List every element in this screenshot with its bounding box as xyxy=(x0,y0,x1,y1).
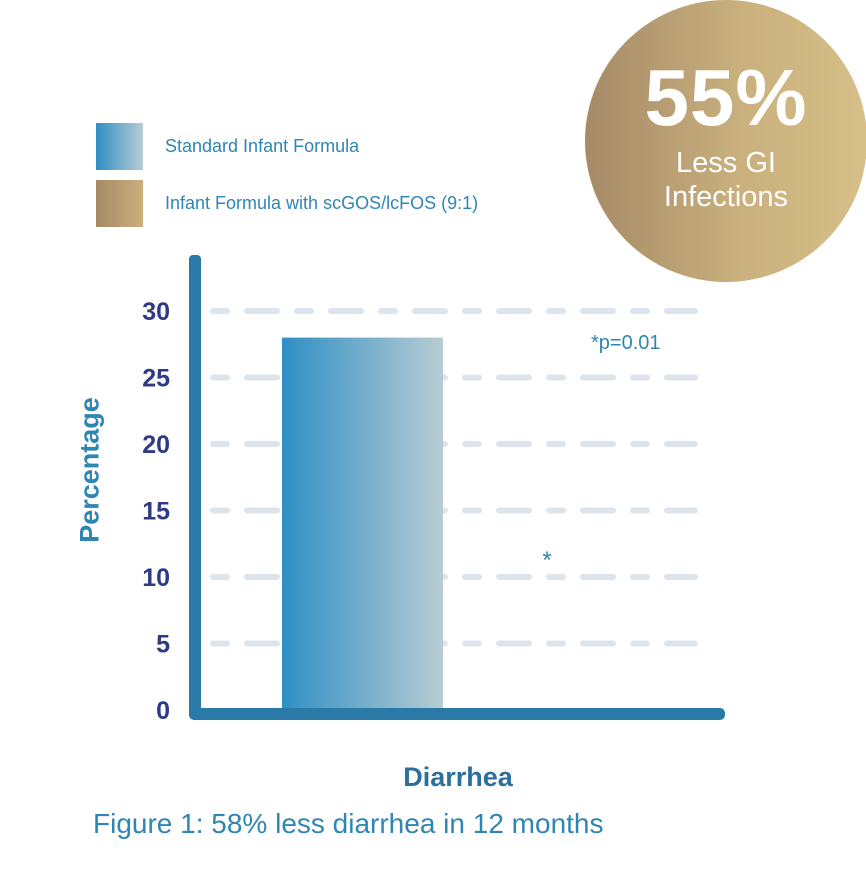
x-axis-line xyxy=(189,708,725,720)
figure-caption: Figure 1: 58% less diarrhea in 12 months xyxy=(93,808,604,839)
y-tick-label: 20 xyxy=(142,431,170,459)
y-tick-label: 30 xyxy=(142,298,170,326)
legend-item-scgos: Infant Formula with scGOS/lcFOS (9:1) xyxy=(96,180,478,227)
legend-item-standard: Standard Infant Formula xyxy=(96,123,359,170)
badge-text: Less GI Infections xyxy=(585,146,866,214)
legend-label-scgos: Infant Formula with scGOS/lcFOS (9:1) xyxy=(165,193,479,213)
badge-line-2: Infections xyxy=(663,181,789,213)
y-axis-line xyxy=(189,255,201,718)
y-tick-label: 15 xyxy=(142,498,170,526)
bar-standard-formula xyxy=(282,337,443,710)
y-tick-label: 25 xyxy=(142,365,170,393)
infections-badge: 55% Less GI Infections xyxy=(585,0,866,282)
significance-asterisk: * xyxy=(542,547,551,574)
y-axis-label: Percentage xyxy=(74,397,105,543)
p-value-annotation: *p=0.01 xyxy=(591,332,661,354)
badge-value: 55% xyxy=(644,53,808,142)
y-tick-label: 10 xyxy=(142,564,170,592)
legend-swatch-standard xyxy=(96,123,143,170)
y-tick-label: 0 xyxy=(156,697,170,725)
x-axis-label: Diarrhea xyxy=(403,762,513,792)
y-tick-label: 5 xyxy=(156,631,170,659)
badge-line-1: Less GI xyxy=(676,147,776,179)
legend-label-standard: Standard Infant Formula xyxy=(165,136,360,156)
legend-swatch-scgos xyxy=(96,180,143,227)
